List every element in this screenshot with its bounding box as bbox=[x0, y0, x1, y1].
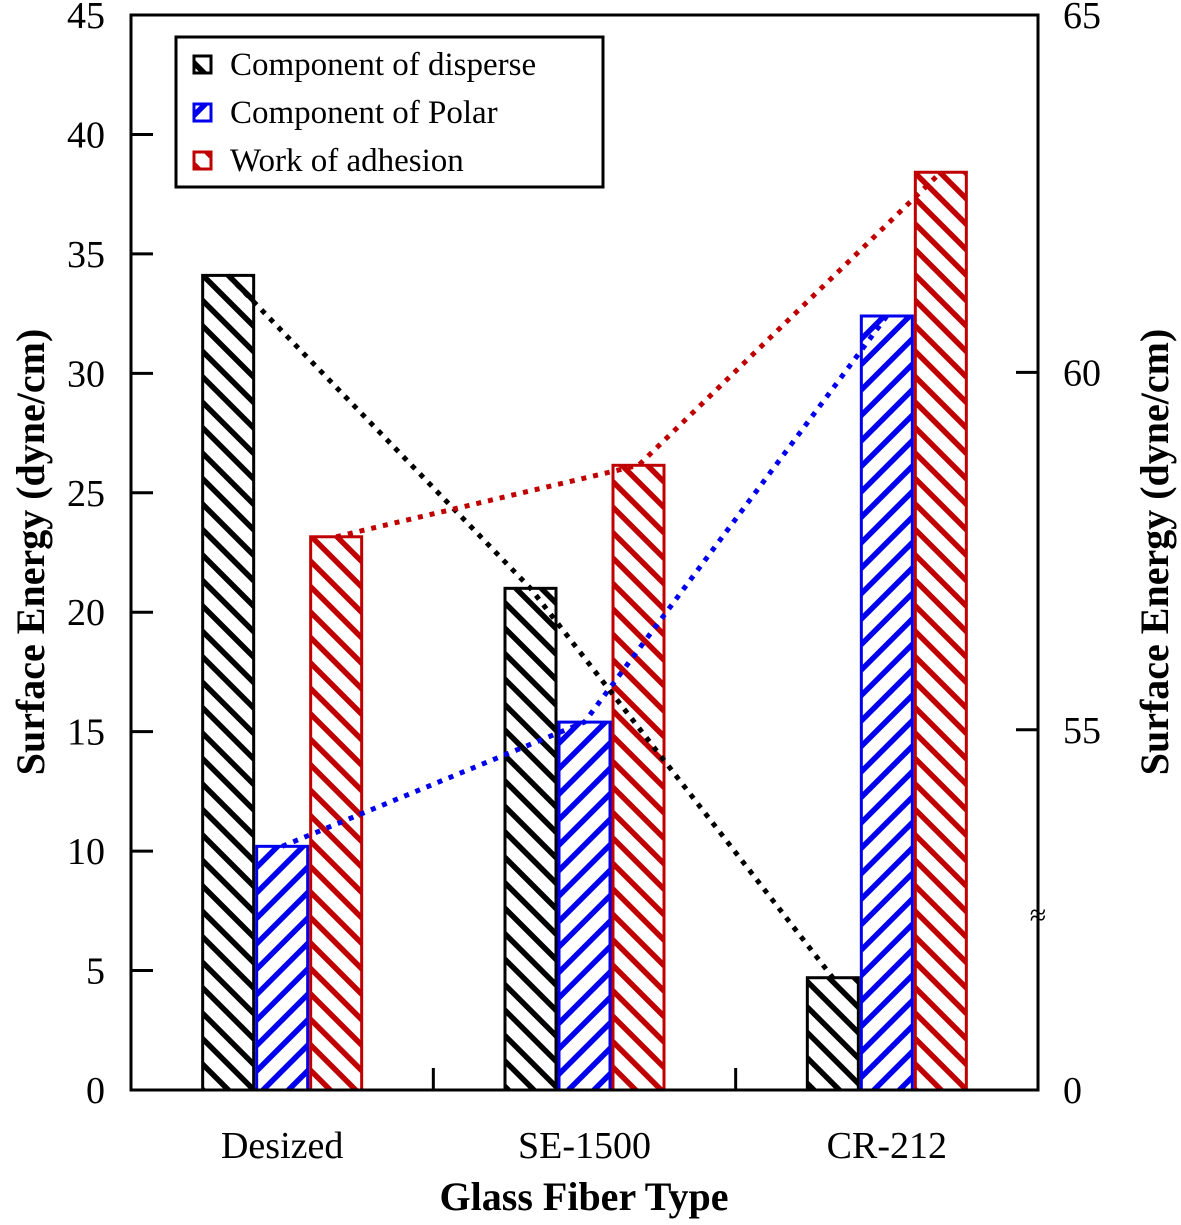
y2-tick-label: 55 bbox=[1063, 710, 1101, 752]
bar-component-of-disperse-cr-212 bbox=[805, 976, 860, 1092]
y2-axis-title: Surface Energy (dyne/cm) bbox=[1132, 329, 1177, 776]
bar-work-of-adhesion-desized bbox=[309, 535, 364, 1092]
x-tick-label-cr-212: CR-212 bbox=[827, 1125, 947, 1167]
y-tick-label: 15 bbox=[67, 712, 105, 754]
y-tick-label: 35 bbox=[67, 234, 105, 276]
legend-swatch-component-of-disperse bbox=[192, 54, 213, 75]
y-tick-label: 0 bbox=[86, 1070, 105, 1112]
bar-component-of-polar-se-1500 bbox=[557, 720, 612, 1092]
y-axis-title: Surface Energy (dyne/cm) bbox=[8, 329, 53, 776]
y-tick-label: 20 bbox=[67, 592, 105, 634]
y2-tick-label: 0 bbox=[1063, 1070, 1082, 1112]
x-axis-title: Glass Fiber Type bbox=[440, 1174, 729, 1219]
axis-labels: 0 5 10 15 20 25 30 35 40 45 0 55 60 65 ≈ Desized SE-1500… bbox=[8, 0, 1177, 1219]
trend-line-component-of-disperse bbox=[226, 273, 835, 980]
y-tick-label: 5 bbox=[86, 951, 105, 993]
bar-component-of-disperse-desized bbox=[201, 273, 256, 1092]
legend-label-work-of-adhesion: Work of adhesion bbox=[230, 143, 464, 179]
y-tick-label: 30 bbox=[67, 353, 105, 395]
legend-box bbox=[174, 35, 605, 189]
y-tick-label: 25 bbox=[67, 473, 105, 515]
legend: Component of disperse Component of Polar W… bbox=[174, 35, 605, 189]
x-tick-label-se-1500: SE-1500 bbox=[518, 1125, 651, 1167]
bars-layer bbox=[201, 170, 968, 1092]
plot-frame bbox=[129, 13, 1040, 1092]
axis-ticks bbox=[131, 132, 1038, 1090]
bar-work-of-adhesion-se-1500 bbox=[611, 463, 666, 1092]
y2-tick-label: 65 bbox=[1063, 0, 1101, 37]
bar-component-of-polar-cr-212 bbox=[859, 314, 914, 1092]
trend-lines-layer bbox=[226, 170, 943, 980]
trend-line-component-of-polar bbox=[281, 314, 889, 849]
legend-swatch-component-of-polar bbox=[192, 102, 213, 123]
bar-work-of-adhesion-cr-212 bbox=[913, 170, 968, 1092]
y-tick-label: 45 bbox=[67, 0, 105, 37]
trend-line-work-of-adhesion bbox=[335, 170, 943, 540]
legend-label-component-of-polar: Component of Polar bbox=[230, 95, 498, 131]
y-tick-label: 40 bbox=[67, 114, 105, 156]
bar-component-of-polar-desized bbox=[255, 844, 310, 1092]
y2-tick-label: 60 bbox=[1063, 352, 1101, 394]
y-tick-label: 10 bbox=[67, 831, 105, 873]
legend-label-component-of-disperse: Component of disperse bbox=[230, 47, 536, 83]
axis-break-icon: ≈ bbox=[1030, 899, 1046, 932]
legend-swatch-work-of-adhesion bbox=[192, 150, 213, 171]
x-tick-label-desized: Desized bbox=[221, 1125, 343, 1167]
bar-component-of-disperse-se-1500 bbox=[503, 586, 558, 1092]
